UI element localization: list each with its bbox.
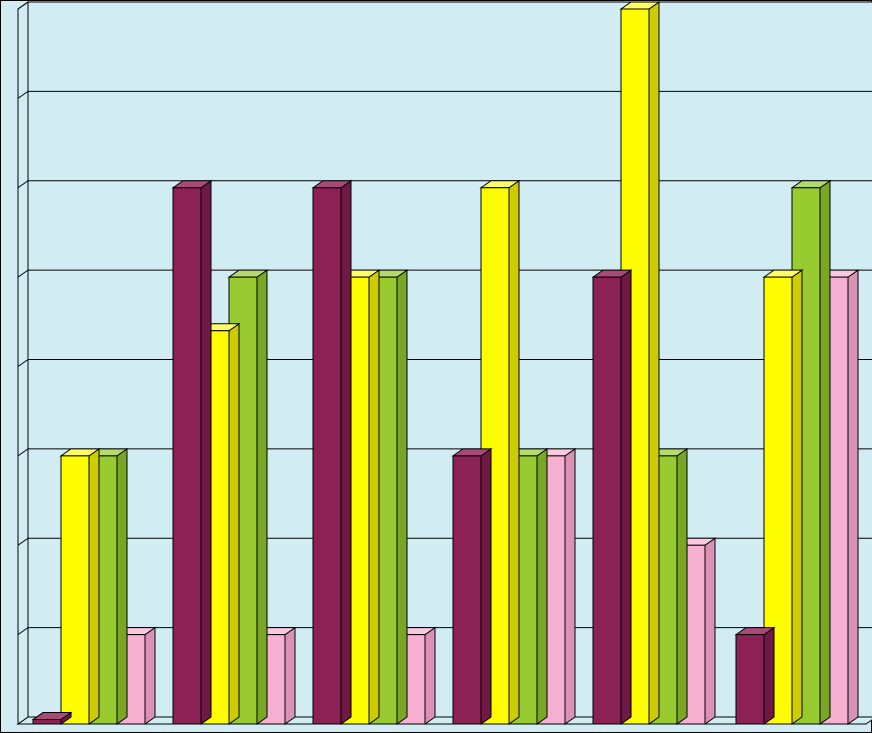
bar (61, 449, 99, 724)
bar (593, 270, 631, 724)
bar (453, 449, 491, 724)
bar-chart-3d (0, 0, 872, 733)
bar (736, 628, 774, 724)
bar (173, 181, 211, 724)
bar (313, 181, 351, 724)
